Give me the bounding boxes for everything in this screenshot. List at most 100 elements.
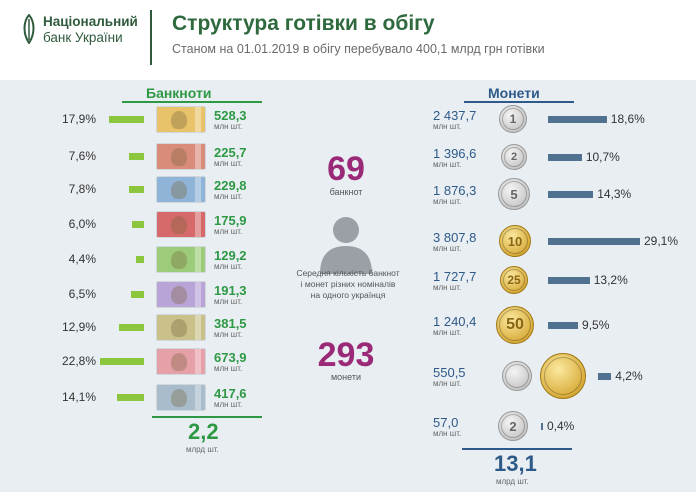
coin-count-value: 550,5 (433, 365, 466, 380)
coin-count-unit: млн шт. (433, 328, 462, 337)
average-caption: Середня кількість банкнот і монет різних… (288, 268, 408, 301)
coin-image: 25 (500, 266, 528, 294)
banknote-count-value: 417,6 (214, 386, 247, 401)
coin-share-bar (548, 322, 579, 329)
banknote-band (195, 212, 201, 237)
coins-per-person: 293 (317, 336, 375, 374)
coin-image: 2 (498, 411, 528, 441)
coin-count-unit: млн шт. (433, 244, 462, 253)
coin-face: 1 (502, 108, 524, 130)
coin-share-bar (548, 191, 594, 198)
banknote-portrait (171, 216, 187, 234)
banknotes-title-underline (122, 101, 262, 103)
coin-face: 2 (504, 147, 524, 167)
coin-count-unit: млн шт. (433, 429, 462, 438)
coin-image: 1 (499, 105, 527, 133)
banknote-share-bar (109, 116, 144, 123)
coin-share-label: 0,4% (547, 419, 575, 433)
banknotes-total: 2,2 (188, 419, 219, 444)
banknote-band (195, 247, 201, 272)
banknote-portrait (171, 389, 187, 407)
banknote-image (156, 176, 206, 203)
banknote-share-label: 17,9% (61, 112, 96, 126)
infographic-panel (0, 80, 696, 492)
banknote-portrait (171, 111, 187, 129)
banknotes-per-person: 69 (327, 150, 365, 188)
coin-face: 25 (503, 269, 525, 291)
banknote-count-value: 129,2 (214, 248, 247, 263)
banknote-image (156, 348, 206, 375)
banknote-share-label: 4,4% (68, 252, 96, 266)
banknote-portrait (171, 353, 187, 371)
banknotes-total-unit: млрд шт. (186, 445, 219, 454)
banknotes-total-line (152, 416, 262, 418)
coins-total: 13,1 (494, 451, 537, 476)
banknote-count-unit: млн шт. (214, 122, 243, 131)
hryvnia-gold-coin-face (544, 357, 582, 395)
banknote-portrait (171, 148, 187, 166)
page-title: Структура готівки в обігу (172, 12, 435, 35)
banknote-image (156, 246, 206, 273)
banknote-count-value: 175,9 (214, 213, 247, 228)
banknote-share-bar (135, 256, 144, 263)
banknote-count-value: 673,9 (214, 350, 247, 365)
banknote-share-label: 12,9% (61, 320, 96, 334)
logo-line-1: Національний (43, 14, 138, 29)
banknote-count-unit: млн шт. (214, 364, 243, 373)
coin-count-value: 2 437,7 (433, 108, 477, 123)
coin-count-value: 1 876,3 (433, 183, 477, 198)
coin-count-unit: млн шт. (433, 197, 462, 206)
coin-share-label: 9,5% (582, 318, 610, 332)
coin-count-unit: млн шт. (433, 122, 462, 131)
coins-title-underline (464, 101, 574, 103)
coins-total-unit: млрд шт. (496, 477, 529, 486)
banknote-count-unit: млн шт. (214, 297, 243, 306)
banknote-share-label: 22,8% (61, 354, 96, 368)
coin-count-value: 1 240,4 (433, 314, 477, 329)
banknote-share-label: 7,6% (68, 149, 96, 163)
banknote-share-bar (129, 153, 144, 160)
coin-count-value: 1 727,7 (433, 269, 477, 284)
banknote-image (156, 106, 206, 133)
header: Національний банк України Структура готі… (0, 0, 696, 80)
banknotes-per-person-label: банкнот (329, 187, 363, 197)
coin-share-bar (548, 277, 590, 284)
banknote-band (195, 315, 201, 340)
coin-count-value: 57,0 (433, 415, 459, 430)
banknote-image (156, 384, 206, 411)
banknote-share-label: 6,0% (68, 217, 96, 231)
nbu-logo-icon (23, 14, 35, 44)
banknote-share-bar (119, 324, 144, 331)
coin-share-label: 4,2% (615, 369, 643, 383)
coin-count-unit: млн шт. (433, 160, 462, 169)
coins-per-person-label: монети (330, 372, 362, 382)
coin-share-bar (598, 373, 612, 380)
banknote-count-unit: млн шт. (214, 400, 243, 409)
coin-share-bar (548, 154, 582, 161)
banknote-count-unit: млн шт. (214, 330, 243, 339)
banknote-count-value: 229,8 (214, 178, 247, 193)
coin-share-label: 14,3% (597, 187, 632, 201)
banknote-image (156, 281, 206, 308)
coins-total-line (462, 448, 572, 450)
banknote-portrait (171, 251, 187, 269)
banknote-share-bar (116, 394, 144, 401)
coin-face: 5 (501, 181, 527, 207)
coin-face: 2 (501, 414, 525, 438)
header-divider (150, 10, 152, 65)
coin-share-label: 29,1% (644, 234, 679, 248)
coin-image: 5 (498, 178, 530, 210)
banknotes-section-title: Банкноти (146, 85, 212, 101)
coins-section-title: Монети (488, 85, 540, 101)
coin-share-label: 10,7% (585, 150, 620, 164)
coin-face (505, 364, 529, 388)
banknote-band (195, 282, 201, 307)
banknote-count-unit: млн шт. (214, 192, 243, 201)
coin-count-unit: млн шт. (433, 283, 462, 292)
coin-count-value: 1 396,6 (433, 146, 477, 161)
coin-face: 50 (499, 309, 531, 341)
banknote-band (195, 107, 201, 132)
banknote-share-bar (132, 221, 144, 228)
coin-count-value: 3 807,8 (433, 230, 477, 245)
coin-face: 10 (502, 228, 528, 254)
